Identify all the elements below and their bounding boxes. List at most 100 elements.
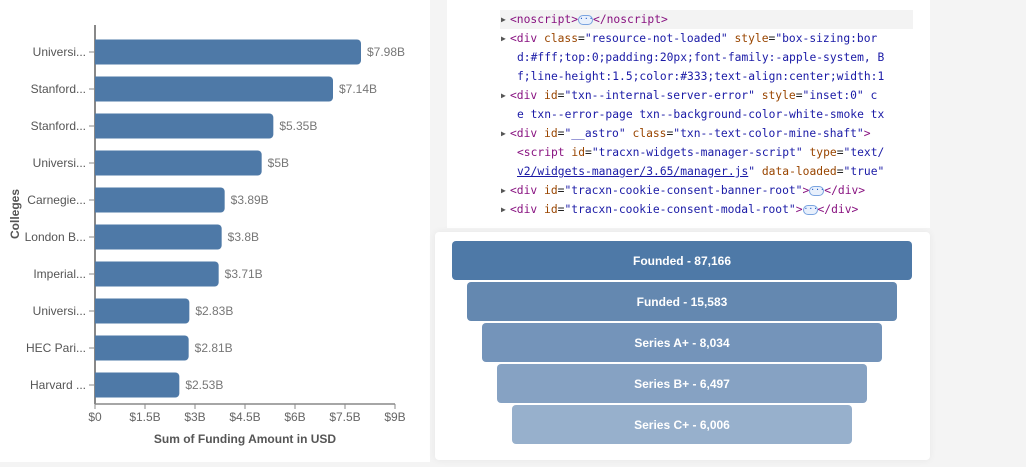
code-token: "tracxn-cookie-consent-banner-root" <box>564 184 803 197</box>
code-token: "text/ <box>843 146 885 159</box>
code-token: "txn--text-color-mine-shaft" <box>673 127 864 140</box>
data-label: $2.53B <box>185 378 223 392</box>
x-axis-title: Sum of Funding Amount in USD <box>154 432 337 446</box>
code-token: = <box>585 146 592 159</box>
bar <box>95 150 262 176</box>
dom-node-line[interactable]: <script id="tracxn-widgets-manager-scrip… <box>500 143 913 162</box>
code-token: id <box>571 146 586 159</box>
expand-triangle-icon[interactable]: ▶ <box>501 129 506 138</box>
code-token: "inset:0" c <box>802 89 878 102</box>
y-tick-label: Harvard ... <box>30 378 86 392</box>
expand-triangle-icon[interactable]: ▶ <box>501 15 506 24</box>
code-token: class <box>544 32 579 45</box>
funnel-stage-label: Series A+ - 8,034 <box>634 335 730 350</box>
funnel-stage: Funded - 15,583 <box>467 282 897 321</box>
x-tick-label: $3B <box>184 410 205 424</box>
bar <box>95 298 190 324</box>
funnel-stage: Series C+ - 6,006 <box>512 405 852 444</box>
dom-node-line[interactable]: ▶ <div id="tracxn-cookie-consent-banner-r… <box>500 181 913 200</box>
code-token: > <box>802 184 810 197</box>
code-token: </div> <box>817 203 859 216</box>
data-label: $3.89B <box>231 193 269 207</box>
dom-node-line[interactable]: v2/widgets-manager/3.65/manager.js" data… <box>500 162 913 181</box>
data-label: $3.71B <box>225 267 263 281</box>
expand-triangle-icon[interactable]: ▶ <box>501 186 506 195</box>
code-token: "box-sizing:bor <box>775 32 878 45</box>
code-token: = <box>666 127 674 140</box>
code-token: "resource-not-loaded" <box>584 32 728 45</box>
code-token: id <box>544 184 558 197</box>
x-tick-label: $0 <box>88 410 102 424</box>
dom-node-line[interactable]: e txn--error-page txn--background-color-… <box>500 105 913 124</box>
code-token[interactable]: v2/widgets-manager/3.65/manager.js <box>517 165 749 178</box>
funding-bar-chart: Universi... $7.98B Stanford... $7.14B Stanfo… <box>8 25 406 446</box>
code-token: style <box>734 32 769 45</box>
ellipsis-icon[interactable]: ··· <box>809 185 825 196</box>
expand-triangle-icon[interactable]: ▶ <box>501 205 506 214</box>
bar <box>95 76 333 102</box>
code-token: "__astro" <box>564 127 626 140</box>
code-token: <div <box>510 203 545 216</box>
dom-node-line[interactable]: d:#fff;top:0;padding:20px;font-family:-a… <box>500 48 913 67</box>
funnel-stage: Series A+ - 8,034 <box>482 323 882 362</box>
code-token: id <box>544 89 558 102</box>
code-token: = <box>768 32 776 45</box>
funnel-stage: Founded - 87,166 <box>452 241 912 280</box>
y-tick-label: Stanford... <box>31 82 86 96</box>
expand-triangle-icon[interactable]: ▶ <box>501 34 506 43</box>
bar <box>94 187 225 213</box>
funnel-stage-label: Series B+ - 6,497 <box>634 376 730 391</box>
y-axis-title: Colleges <box>8 189 22 239</box>
x-tick-label: $6B <box>284 410 305 424</box>
dom-node-line[interactable]: f;line-height:1.5;color:#333;text-align:… <box>500 67 913 86</box>
code-token: <noscript> <box>510 13 579 26</box>
bar <box>94 224 222 250</box>
code-token: = <box>557 184 565 197</box>
code-token: = <box>557 127 565 140</box>
x-tick-label: $9B <box>384 410 405 424</box>
data-label: $7.98B <box>367 45 405 59</box>
dom-node-line[interactable]: ▶ <div id="__astro" class="txn--text-colo… <box>500 124 913 143</box>
data-label: $2.81B <box>195 341 233 355</box>
code-token: " <box>748 165 756 178</box>
code-token: > <box>863 127 871 140</box>
dom-node-line[interactable]: ▶ <div id="tracxn-cookie-consent-modal-ro… <box>500 200 913 219</box>
code-token: f;line-height:1.5;color:#333;text-align:… <box>517 70 885 83</box>
code-token: "true" <box>843 165 885 178</box>
bar-chart-card: Universi... $7.98B Stanford... $7.14B Stanfo… <box>0 0 430 462</box>
code-token: <div <box>510 32 545 45</box>
devtools-elements-tree: ▶ <noscript>···</noscript> ▶ <div class="re… <box>500 10 913 222</box>
data-label: $5.35B <box>279 119 317 133</box>
dom-node-line[interactable]: ▶ <div id = "txn--internal-server-error" st… <box>500 86 913 105</box>
code-token: id <box>544 127 558 140</box>
y-tick-label: Carnegie... <box>27 193 86 207</box>
y-tick-label: Stanford... <box>31 119 86 133</box>
bar <box>95 39 361 65</box>
funnel-stage: Series B+ - 6,497 <box>497 364 867 403</box>
code-token: <div <box>510 89 545 102</box>
code-token: class <box>632 127 667 140</box>
code-token: "txn--internal-server-error" <box>564 89 755 102</box>
code-token: </div> <box>824 184 866 197</box>
code-token: = <box>836 165 844 178</box>
code-token: = <box>578 32 585 45</box>
code-token: = <box>836 146 844 159</box>
ellipsis-icon[interactable]: ··· <box>578 14 594 25</box>
code-token: style <box>761 89 796 102</box>
bar <box>94 335 189 361</box>
code-token: e txn--error-page txn--background-color-… <box>517 108 885 121</box>
code-token <box>803 146 810 159</box>
dom-node-line[interactable]: ▶ <noscript>···</noscript> <box>500 10 913 29</box>
code-token: d:#fff;top:0;padding:20px;font-family:-a… <box>517 51 885 64</box>
expand-triangle-icon[interactable]: ▶ <box>501 91 506 100</box>
devtools-panel <box>447 0 930 228</box>
data-label: $3.8B <box>228 230 259 244</box>
dom-node-line[interactable]: ▶ <div class="resource-not-loaded" style=… <box>500 29 913 48</box>
code-token <box>755 89 762 102</box>
ellipsis-icon[interactable]: ··· <box>802 204 818 215</box>
code-token: <script <box>517 146 572 159</box>
x-tick-label: $4.5B <box>229 410 260 424</box>
funnel-stage-label: Funded - 15,583 <box>636 294 728 309</box>
code-token <box>755 165 762 178</box>
code-token: = <box>795 89 803 102</box>
